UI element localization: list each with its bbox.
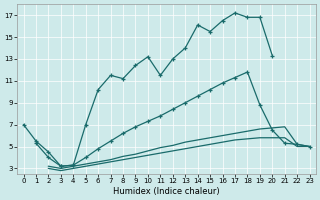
X-axis label: Humidex (Indice chaleur): Humidex (Indice chaleur) <box>113 187 220 196</box>
